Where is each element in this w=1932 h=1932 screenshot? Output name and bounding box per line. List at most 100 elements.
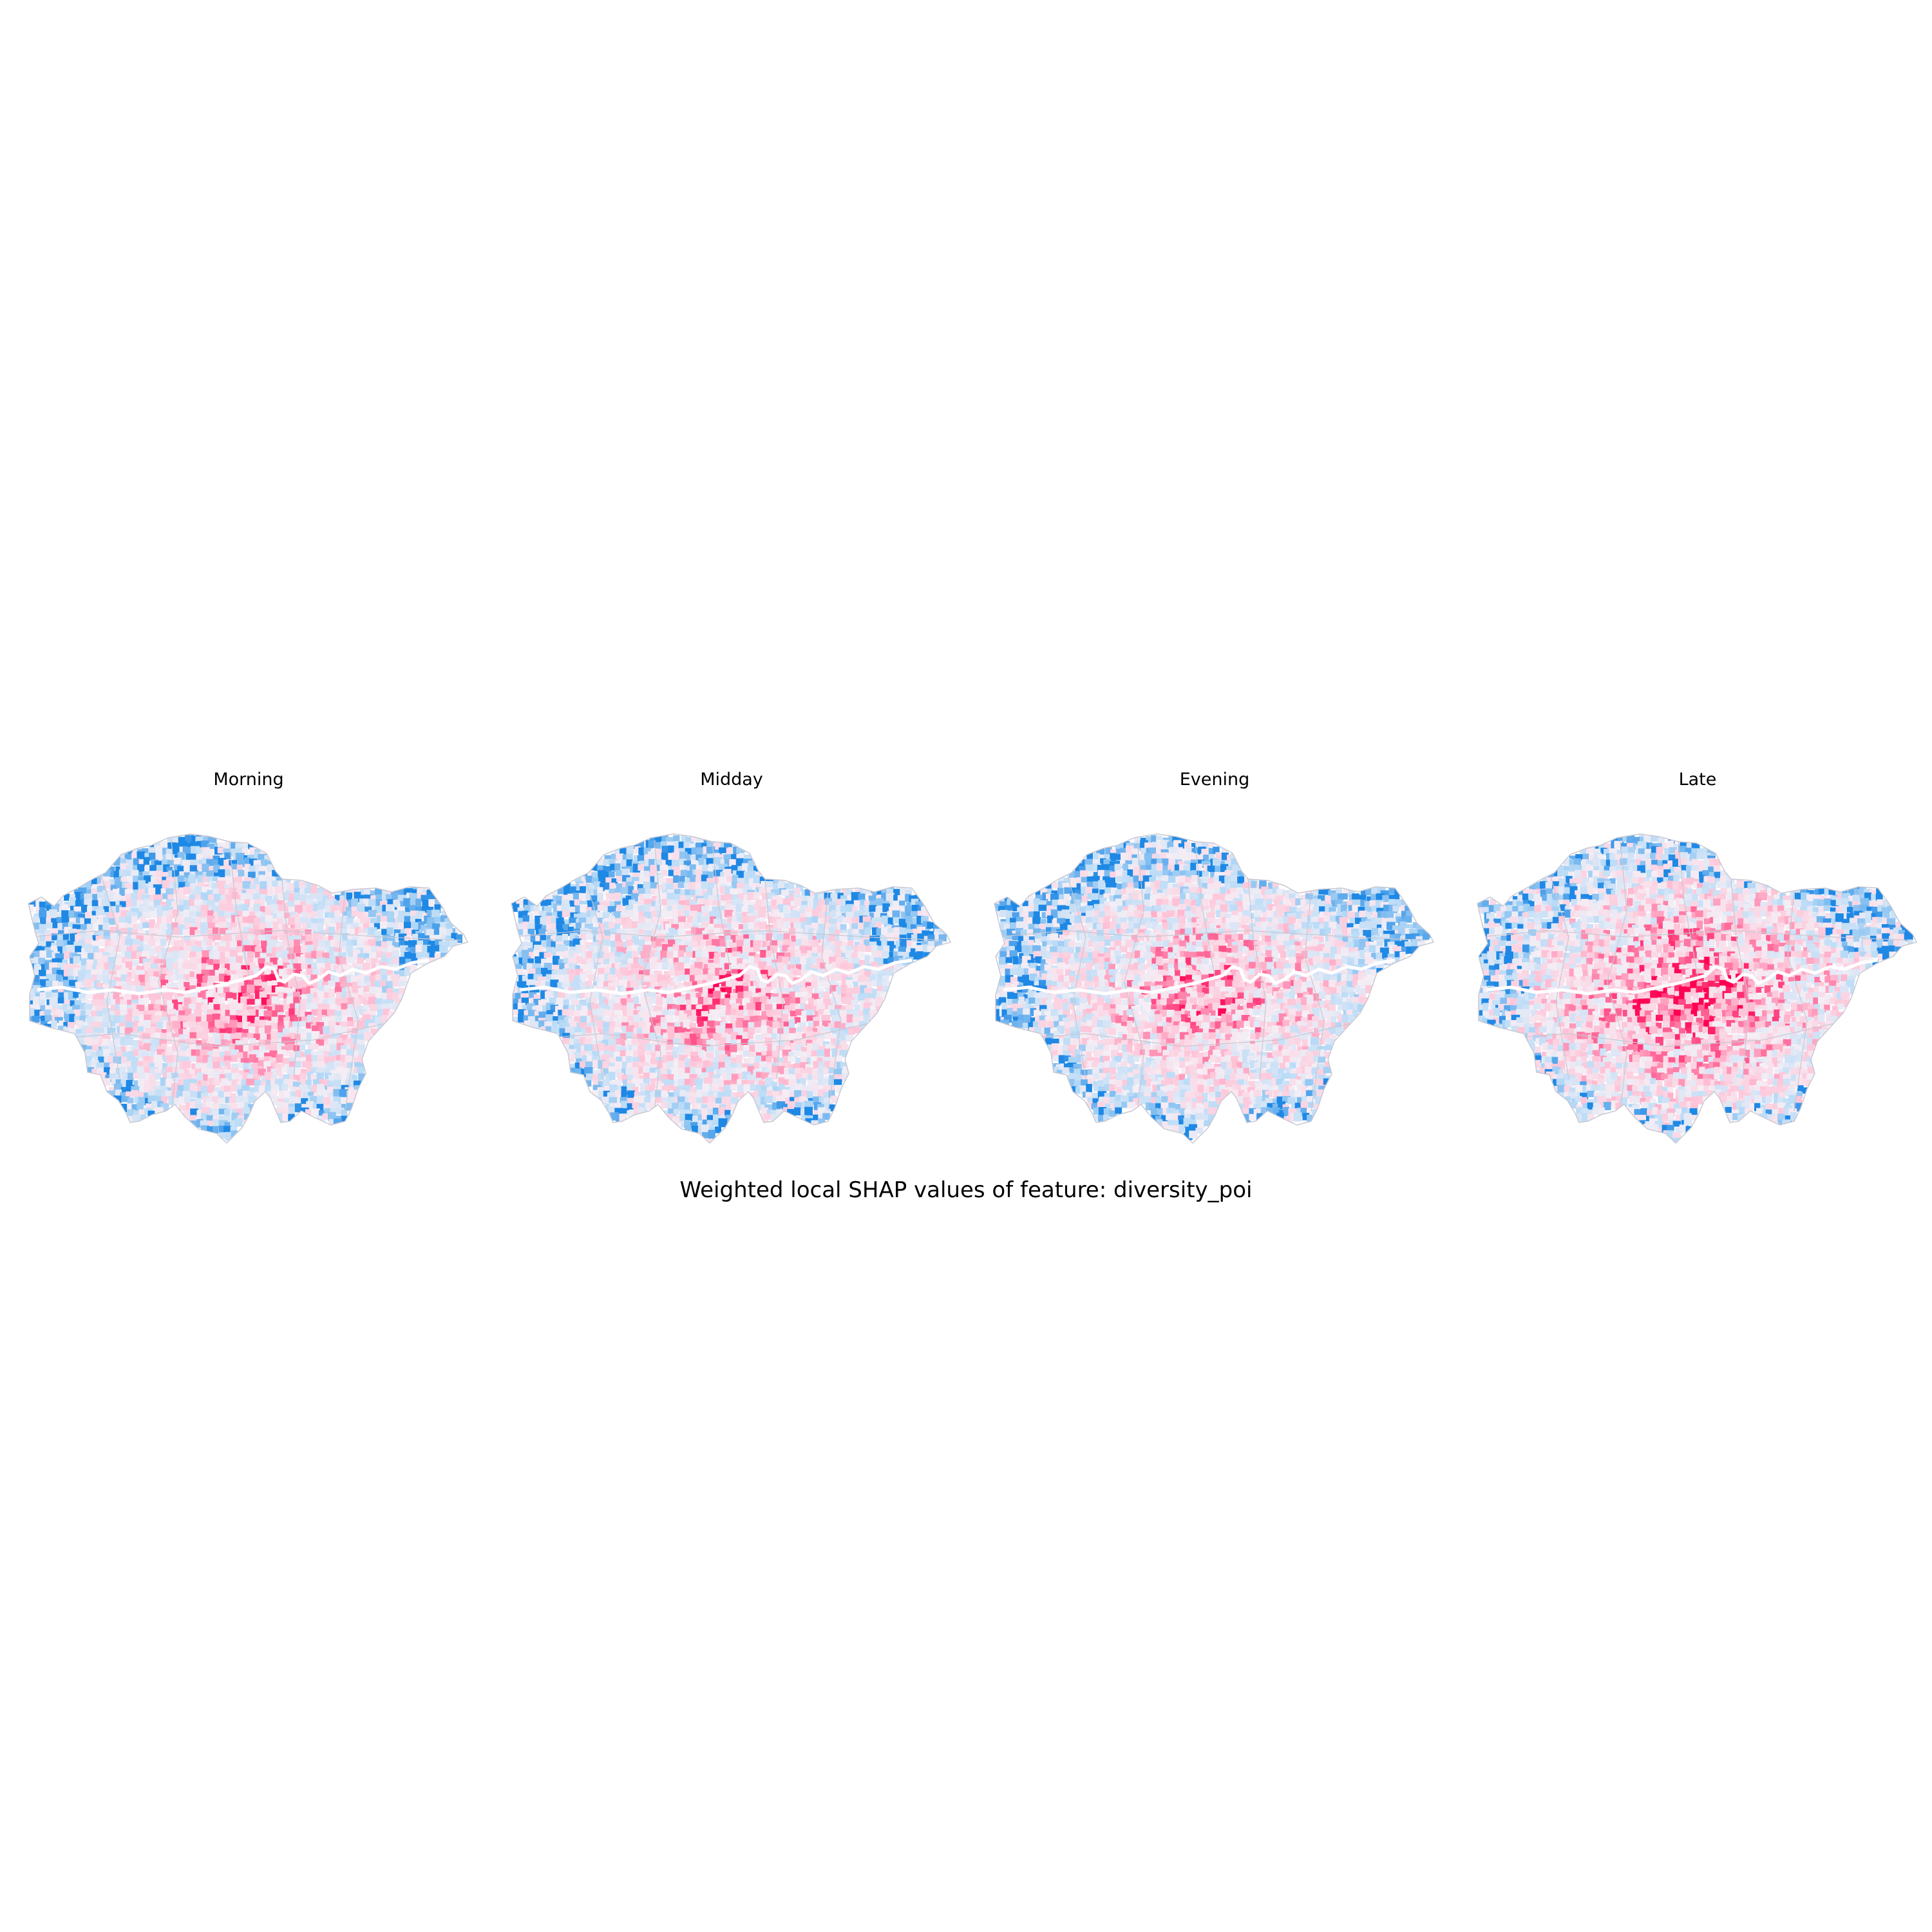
london-outline: [28, 833, 469, 1144]
lsoa-cell: [524, 905, 531, 913]
lsoa-cell: [282, 1057, 290, 1066]
lsoa-cell: [794, 1068, 804, 1074]
lsoa-cell: [540, 917, 547, 925]
lsoa-cell: [213, 999, 222, 1005]
lsoa-cell: [719, 970, 726, 978]
lsoa-cell: [116, 881, 123, 889]
lsoa-cell: [555, 1005, 564, 1013]
lsoa-cell: [697, 865, 705, 871]
lsoa-cell: [569, 1021, 578, 1028]
lsoa-cell: [592, 1079, 600, 1086]
lsoa-cell: [160, 1077, 167, 1086]
lsoa-cell: [207, 855, 215, 862]
lsoa-cell: [214, 902, 222, 909]
lsoa-cell: [748, 929, 755, 936]
lsoa-cell: [781, 889, 790, 896]
lsoa-cell: [609, 1045, 619, 1052]
lsoa-cell: [399, 940, 407, 947]
lsoa-cell: [816, 1037, 824, 1045]
lsoa-cell: [363, 1005, 370, 1013]
lsoa-cell: [568, 1018, 577, 1025]
lsoa-cell: [155, 929, 162, 938]
lsoa-cell: [340, 982, 348, 989]
lsoa-cell: [679, 1090, 687, 1099]
lsoa-cell: [697, 898, 705, 907]
lsoa-cell: [224, 1060, 231, 1070]
lsoa-cell: [742, 959, 749, 967]
lsoa-cell: [765, 913, 773, 919]
lsoa-cell: [674, 1090, 681, 1097]
lsoa-cell: [772, 976, 778, 984]
lsoa-cell: [254, 917, 261, 925]
lsoa-cell: [695, 869, 703, 878]
lsoa-cell: [310, 923, 318, 932]
lsoa-cell: [915, 901, 923, 908]
lsoa-cell: [649, 835, 656, 842]
lsoa-cell: [585, 998, 593, 1005]
lsoa-cell: [779, 1084, 785, 1091]
lsoa-cell: [116, 970, 122, 978]
lsoa-cell: [586, 907, 594, 913]
lsoa-cell: [333, 948, 343, 954]
lsoa-cell: [137, 1066, 144, 1075]
lsoa-cell: [254, 851, 260, 860]
lsoa-cell: [613, 911, 622, 918]
lsoa-cell: [643, 893, 651, 900]
lsoa-cell: [249, 1087, 257, 1094]
lsoa-cell: [177, 905, 185, 912]
lsoa-cell: [626, 877, 635, 885]
lsoa-cell: [162, 848, 169, 857]
lsoa-cell: [264, 974, 271, 981]
lsoa-cell: [252, 1050, 261, 1057]
lsoa-cell: [748, 1039, 755, 1047]
lsoa-cell: [828, 1067, 835, 1074]
lsoa-cell: [231, 848, 238, 857]
lsoa-cell: [567, 893, 575, 901]
lsoa-cell: [746, 1003, 755, 1010]
lsoa-cell: [906, 902, 913, 908]
lsoa-cell: [853, 900, 860, 908]
lsoa-cell: [259, 963, 265, 970]
lsoa-cell: [264, 1052, 271, 1059]
lsoa-cell: [741, 1080, 750, 1086]
lsoa-cell: [126, 870, 134, 876]
lsoa-cell: [91, 915, 98, 924]
lsoa-cell: [350, 922, 359, 929]
lsoa-cell: [62, 904, 69, 913]
lsoa-cell: [86, 990, 94, 999]
lsoa-cell: [95, 935, 104, 943]
lsoa-cell: [451, 933, 458, 941]
lsoa-cell: [156, 878, 162, 886]
lsoa-cell: [189, 971, 196, 978]
lsoa-cell: [840, 1062, 849, 1068]
lsoa-cell: [748, 986, 756, 995]
lsoa-cell: [632, 864, 641, 873]
lsoa-cell: [706, 846, 715, 855]
lsoa-cell: [368, 997, 377, 1005]
lsoa-cell: [229, 1097, 238, 1104]
lsoa-cell: [143, 1056, 151, 1063]
lsoa-cell: [178, 940, 185, 949]
lsoa-cell: [520, 993, 530, 999]
lsoa-cell: [281, 950, 289, 960]
lsoa-cell: [631, 893, 638, 902]
lsoa-cell: [661, 944, 668, 953]
lsoa-cell: [347, 1004, 356, 1012]
lsoa-cell: [278, 1032, 285, 1041]
lsoa-cell: [125, 916, 132, 924]
lsoa-cell: [119, 1026, 126, 1034]
lsoa-cell: [773, 923, 779, 931]
lsoa-cell: [346, 892, 353, 902]
lsoa-cell: [183, 945, 191, 952]
lsoa-cell: [271, 964, 281, 971]
lsoa-cell: [220, 895, 228, 904]
lsoa-cell: [616, 853, 624, 860]
lsoa-cell: [852, 1027, 861, 1034]
lsoa-cell: [128, 1072, 134, 1081]
lsoa-cell: [166, 929, 174, 936]
lsoa-cell: [569, 900, 577, 907]
lsoa-cell: [247, 980, 256, 987]
lsoa-cell: [196, 997, 203, 1005]
lsoa-cell: [328, 926, 336, 936]
lsoa-cell: [149, 1056, 157, 1066]
